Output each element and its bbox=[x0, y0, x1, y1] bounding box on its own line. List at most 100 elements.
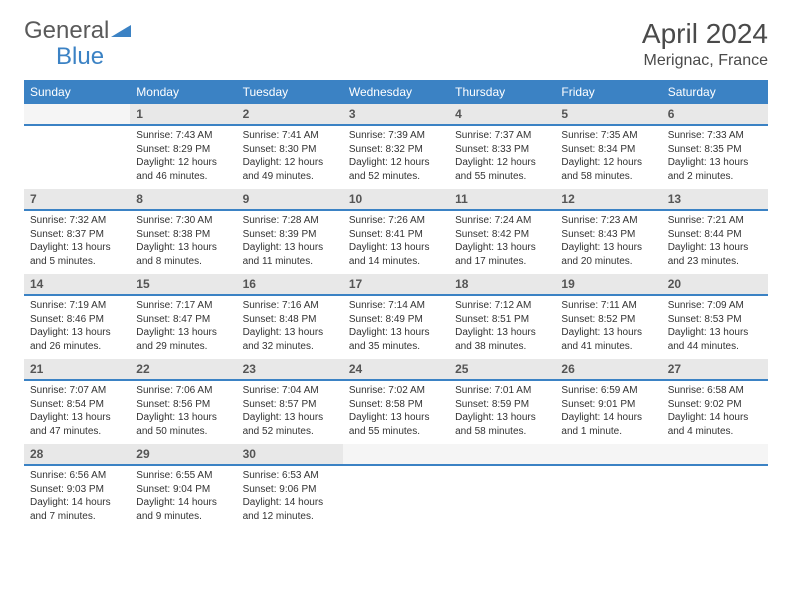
logo: GeneralBlue bbox=[24, 18, 131, 69]
day-number-cell bbox=[24, 104, 130, 125]
day-number-row: 14151617181920 bbox=[24, 274, 768, 295]
daylight-line: Daylight: 13 hours and 14 minutes. bbox=[349, 241, 443, 268]
sunset-line: Sunset: 8:53 PM bbox=[668, 313, 762, 327]
day-content-cell: Sunrise: 7:28 AMSunset: 8:39 PMDaylight:… bbox=[237, 210, 343, 274]
sunset-line: Sunset: 8:58 PM bbox=[349, 398, 443, 412]
location: Merignac, France bbox=[642, 52, 768, 70]
day-content-cell: Sunrise: 7:17 AMSunset: 8:47 PMDaylight:… bbox=[130, 295, 236, 359]
day-number-cell: 16 bbox=[237, 274, 343, 295]
day-number-cell: 24 bbox=[343, 359, 449, 380]
day-content-cell bbox=[24, 125, 130, 189]
sunset-line: Sunset: 8:49 PM bbox=[349, 313, 443, 327]
day-content-cell: Sunrise: 7:39 AMSunset: 8:32 PMDaylight:… bbox=[343, 125, 449, 189]
day-content-cell: Sunrise: 7:26 AMSunset: 8:41 PMDaylight:… bbox=[343, 210, 449, 274]
daylight-line: Daylight: 13 hours and 58 minutes. bbox=[455, 411, 549, 438]
sunset-line: Sunset: 8:34 PM bbox=[561, 143, 655, 157]
logo-triangle-icon bbox=[111, 19, 131, 44]
day-number-cell: 13 bbox=[662, 189, 768, 210]
day-content-cell: Sunrise: 7:07 AMSunset: 8:54 PMDaylight:… bbox=[24, 380, 130, 444]
sunrise-line: Sunrise: 7:07 AM bbox=[30, 384, 124, 398]
sunrise-line: Sunrise: 7:19 AM bbox=[30, 299, 124, 313]
day-content-cell: Sunrise: 7:04 AMSunset: 8:57 PMDaylight:… bbox=[237, 380, 343, 444]
daylight-line: Daylight: 13 hours and 38 minutes. bbox=[455, 326, 549, 353]
day-content-cell: Sunrise: 6:56 AMSunset: 9:03 PMDaylight:… bbox=[24, 465, 130, 529]
sunset-line: Sunset: 9:03 PM bbox=[30, 483, 124, 497]
day-number-cell: 10 bbox=[343, 189, 449, 210]
day-number-cell: 5 bbox=[555, 104, 661, 125]
day-number-cell: 12 bbox=[555, 189, 661, 210]
sunrise-line: Sunrise: 7:12 AM bbox=[455, 299, 549, 313]
day-number-row: 78910111213 bbox=[24, 189, 768, 210]
day-number-row: 21222324252627 bbox=[24, 359, 768, 380]
day-number-cell: 8 bbox=[130, 189, 236, 210]
day-number-cell: 3 bbox=[343, 104, 449, 125]
daylight-line: Daylight: 13 hours and 35 minutes. bbox=[349, 326, 443, 353]
daylight-line: Daylight: 13 hours and 52 minutes. bbox=[243, 411, 337, 438]
day-content-cell: Sunrise: 7:24 AMSunset: 8:42 PMDaylight:… bbox=[449, 210, 555, 274]
day-content-row: Sunrise: 7:32 AMSunset: 8:37 PM Daylight:… bbox=[24, 210, 768, 274]
sunrise-line: Sunrise: 7:16 AM bbox=[243, 299, 337, 313]
day-number-cell: 14 bbox=[24, 274, 130, 295]
sunrise-line: Sunrise: 7:30 AM bbox=[136, 214, 230, 228]
day-content-cell: Sunrise: 7:41 AMSunset: 8:30 PMDaylight:… bbox=[237, 125, 343, 189]
day-number-cell bbox=[555, 444, 661, 465]
calendar-body: 123456Sunrise: 7:43 AMSunset: 8:29 PMDay… bbox=[24, 104, 768, 529]
sunset-line: Sunset: 9:06 PM bbox=[243, 483, 337, 497]
weekday-header: Thursday bbox=[449, 80, 555, 104]
sunrise-line: Sunrise: 7:37 AM bbox=[455, 129, 549, 143]
sunrise-line: Sunrise: 7:17 AM bbox=[136, 299, 230, 313]
daylight-line: Daylight: 13 hours and 41 minutes. bbox=[561, 326, 655, 353]
sunrise-line: Sunrise: 7:39 AM bbox=[349, 129, 443, 143]
sunrise-line: Sunrise: 7:33 AM bbox=[668, 129, 762, 143]
day-number-cell bbox=[343, 444, 449, 465]
sunrise-line: Sunrise: 6:53 AM bbox=[243, 469, 337, 483]
day-content-cell: Sunrise: 7:32 AMSunset: 8:37 PMDaylight:… bbox=[24, 210, 130, 274]
sunrise-line: Sunrise: 6:58 AM bbox=[668, 384, 762, 398]
day-content-row: Sunrise: 7:43 AMSunset: 8:29 PMDaylight:… bbox=[24, 125, 768, 189]
day-content-row: Sunrise: 6:56 AMSunset: 9:03 PMDaylight:… bbox=[24, 465, 768, 529]
day-number-cell: 29 bbox=[130, 444, 236, 465]
daylight-line: Daylight: 13 hours and 29 minutes. bbox=[136, 326, 230, 353]
sunset-line: Sunset: 8:42 PM bbox=[455, 228, 549, 242]
day-content-row: Sunrise: 7:19 AMSunset: 8:46 PMDaylight:… bbox=[24, 295, 768, 359]
sunrise-line: Sunrise: 7:32 AM bbox=[30, 214, 124, 228]
day-content-cell: Sunrise: 7:23 AMSunset: 8:43 PMDaylight:… bbox=[555, 210, 661, 274]
sunset-line: Sunset: 9:01 PM bbox=[561, 398, 655, 412]
sunset-line: Sunset: 8:37 PM bbox=[30, 228, 124, 242]
daylight-line: Daylight: 13 hours and 32 minutes. bbox=[243, 326, 337, 353]
day-content-cell: Sunrise: 7:43 AMSunset: 8:29 PMDaylight:… bbox=[130, 125, 236, 189]
day-number-cell bbox=[662, 444, 768, 465]
sunrise-line: Sunrise: 7:01 AM bbox=[455, 384, 549, 398]
sunrise-line: Sunrise: 7:21 AM bbox=[668, 214, 762, 228]
sunset-line: Sunset: 8:33 PM bbox=[455, 143, 549, 157]
sunrise-line: Sunrise: 7:11 AM bbox=[561, 299, 655, 313]
sunset-line: Sunset: 8:41 PM bbox=[349, 228, 443, 242]
sunrise-line: Sunrise: 7:41 AM bbox=[243, 129, 337, 143]
sunset-line: Sunset: 8:39 PM bbox=[243, 228, 337, 242]
day-content-cell: Sunrise: 7:16 AMSunset: 8:48 PMDaylight:… bbox=[237, 295, 343, 359]
sunset-line: Sunset: 8:29 PM bbox=[136, 143, 230, 157]
weekday-header-row: SundayMondayTuesdayWednesdayThursdayFrid… bbox=[24, 80, 768, 104]
daylight-line: Daylight: 12 hours and 58 minutes. bbox=[561, 156, 655, 183]
daylight-line: Daylight: 13 hours and 47 minutes. bbox=[30, 411, 124, 438]
sunset-line: Sunset: 8:38 PM bbox=[136, 228, 230, 242]
daylight-line: Daylight: 12 hours and 55 minutes. bbox=[455, 156, 549, 183]
day-content-cell: Sunrise: 7:35 AMSunset: 8:34 PMDaylight:… bbox=[555, 125, 661, 189]
calendar-table: SundayMondayTuesdayWednesdayThursdayFrid… bbox=[24, 80, 768, 529]
day-number-cell: 25 bbox=[449, 359, 555, 380]
daylight-line: Daylight: 14 hours and 4 minutes. bbox=[668, 411, 762, 438]
daylight-line: Daylight: 13 hours and 50 minutes. bbox=[136, 411, 230, 438]
daylight-line: Daylight: 12 hours and 52 minutes. bbox=[349, 156, 443, 183]
day-content-cell: Sunrise: 7:33 AMSunset: 8:35 PMDaylight:… bbox=[662, 125, 768, 189]
day-content-cell: Sunrise: 7:06 AMSunset: 8:56 PMDaylight:… bbox=[130, 380, 236, 444]
sunrise-line: Sunrise: 7:35 AM bbox=[561, 129, 655, 143]
sunrise-line: Sunrise: 7:02 AM bbox=[349, 384, 443, 398]
day-content-cell: Sunrise: 7:09 AMSunset: 8:53 PMDaylight:… bbox=[662, 295, 768, 359]
daylight-line: Daylight: 12 hours and 46 minutes. bbox=[136, 156, 230, 183]
sunset-line: Sunset: 8:48 PM bbox=[243, 313, 337, 327]
day-number-cell: 9 bbox=[237, 189, 343, 210]
daylight-line: Daylight: 14 hours and 1 minute. bbox=[561, 411, 655, 438]
day-content-cell: Sunrise: 7:01 AMSunset: 8:59 PMDaylight:… bbox=[449, 380, 555, 444]
weekday-header: Monday bbox=[130, 80, 236, 104]
logo-text-blue: Blue bbox=[56, 43, 104, 70]
